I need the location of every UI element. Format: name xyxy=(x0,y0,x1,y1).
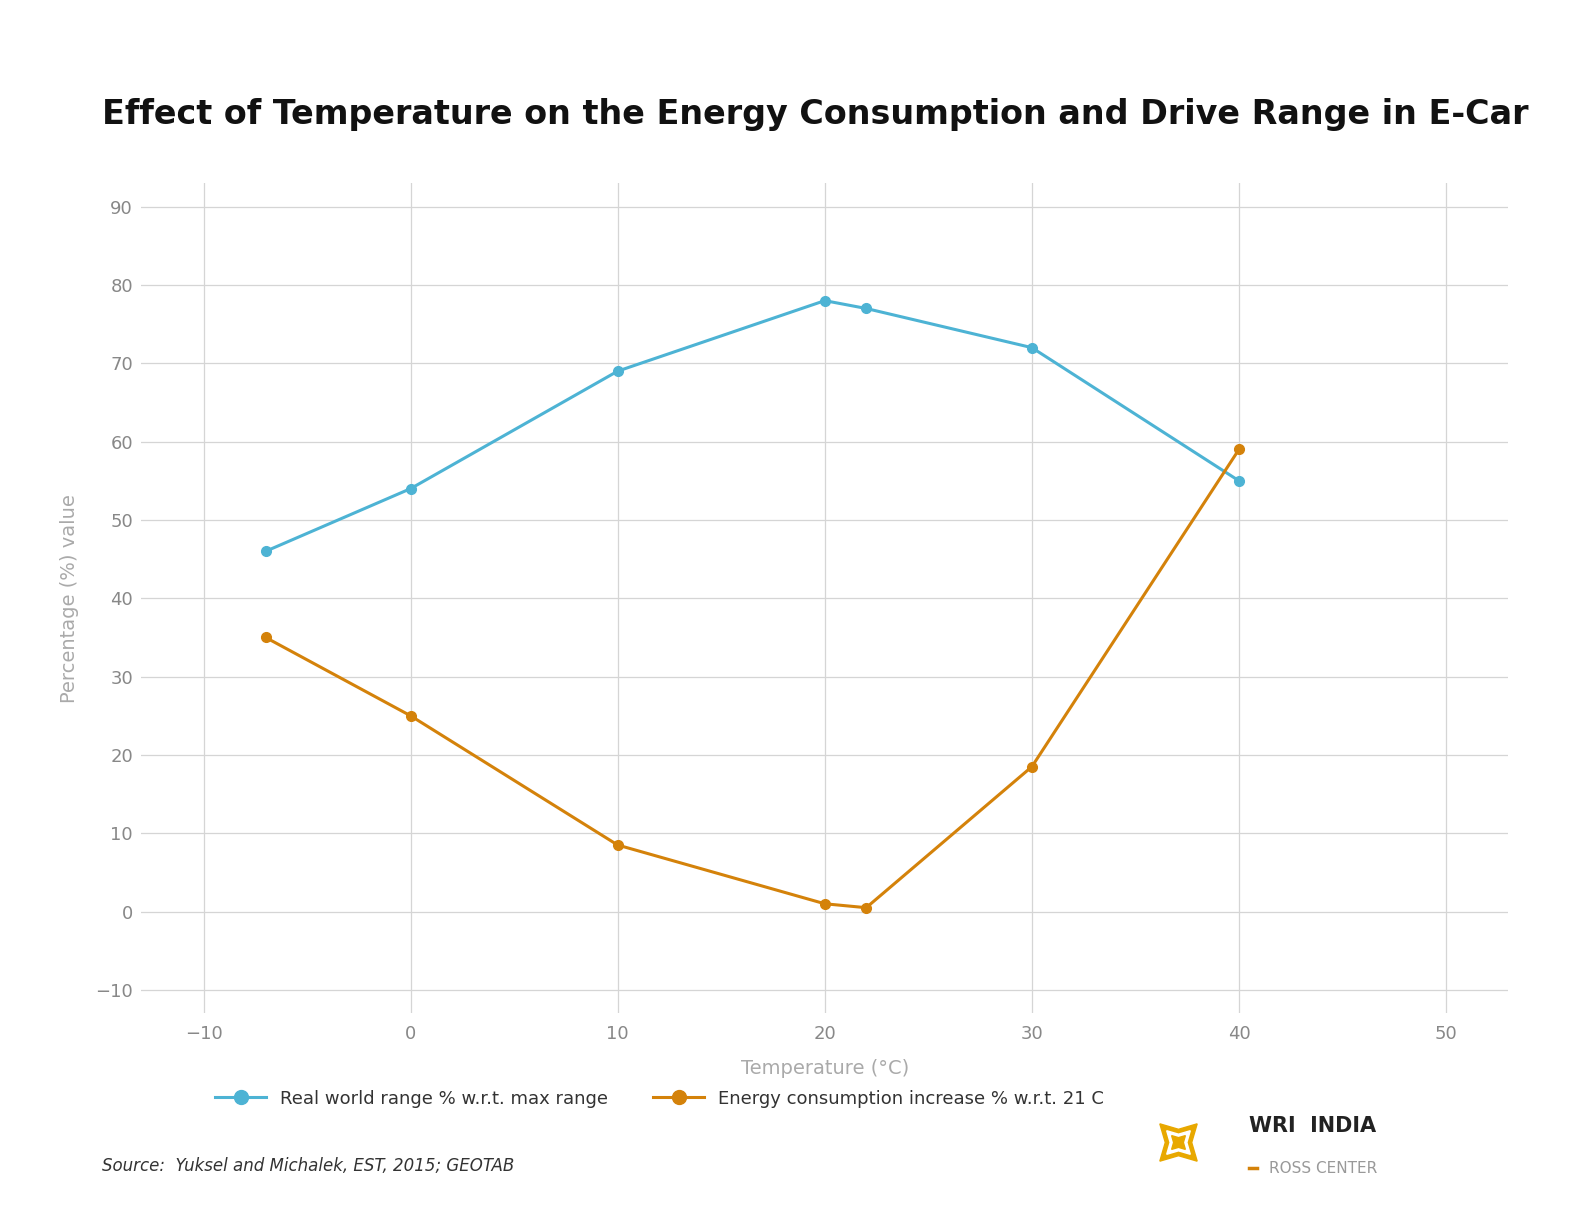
Real world range % w.r.t. max range xyxy=(256,545,275,559)
Energy consumption increase % w.r.t. 21 C xyxy=(256,630,275,645)
Energy consumption increase % w.r.t. 21 C xyxy=(856,900,875,915)
Text: Effect of Temperature on the Energy Consumption and Drive Range in E-Car: Effect of Temperature on the Energy Cons… xyxy=(102,98,1529,131)
Energy consumption increase % w.r.t. 21 C xyxy=(1230,442,1249,457)
Text: WRI  INDIA: WRI INDIA xyxy=(1249,1116,1376,1136)
Real world range % w.r.t. max range xyxy=(1230,474,1249,488)
Real world range % w.r.t. max range xyxy=(608,364,627,379)
X-axis label: Temperature (°C): Temperature (°C) xyxy=(740,1059,910,1078)
Text: Source:  Yuksel and Michalek, EST, 2015; GEOTAB: Source: Yuksel and Michalek, EST, 2015; … xyxy=(102,1156,514,1175)
Energy consumption increase % w.r.t. 21 C xyxy=(1023,759,1042,774)
Real world range % w.r.t. max range xyxy=(401,481,419,496)
Real world range % w.r.t. max range xyxy=(1023,341,1042,355)
Legend: Real world range % w.r.t. max range, Energy consumption increase % w.r.t. 21 C: Real world range % w.r.t. max range, Ene… xyxy=(215,1090,1104,1109)
Energy consumption increase % w.r.t. 21 C xyxy=(608,838,627,852)
Energy consumption increase % w.r.t. 21 C xyxy=(815,896,834,911)
Line: Real world range % w.r.t. max range: Real world range % w.r.t. max range xyxy=(261,295,1244,556)
Real world range % w.r.t. max range xyxy=(815,293,834,308)
Y-axis label: Percentage (%) value: Percentage (%) value xyxy=(60,493,79,703)
Text: ROSS CENTER: ROSS CENTER xyxy=(1268,1161,1376,1176)
Line: Energy consumption increase % w.r.t. 21 C: Energy consumption increase % w.r.t. 21 … xyxy=(261,444,1244,912)
Energy consumption increase % w.r.t. 21 C xyxy=(401,708,419,723)
Real world range % w.r.t. max range xyxy=(856,302,875,316)
